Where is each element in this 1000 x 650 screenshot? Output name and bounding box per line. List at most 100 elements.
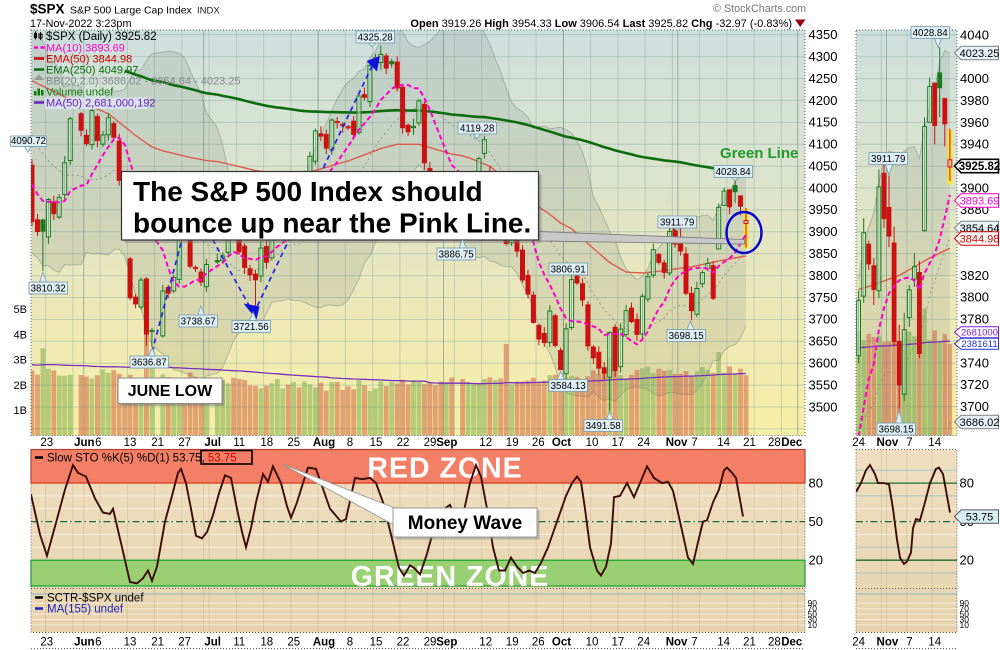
svg-text:EMA(250) 4049.97: EMA(250) 4049.97 <box>46 65 138 77</box>
svg-text:3960: 3960 <box>960 115 989 130</box>
svg-text:3740: 3740 <box>960 355 989 370</box>
svg-text:4100: 4100 <box>809 137 838 152</box>
svg-text:3750: 3750 <box>809 290 838 305</box>
svg-text:Aug: Aug <box>313 437 335 449</box>
svg-text:50: 50 <box>808 609 818 619</box>
svg-text:13: 13 <box>124 637 137 649</box>
svg-text:20: 20 <box>809 553 823 568</box>
svg-text:3721.56: 3721.56 <box>234 322 269 333</box>
svg-text:27: 27 <box>178 437 191 449</box>
svg-text:3600: 3600 <box>809 356 838 371</box>
svg-text:14: 14 <box>717 437 730 449</box>
svg-text:70: 70 <box>960 604 970 614</box>
svg-text:27: 27 <box>178 637 191 649</box>
svg-text:Dec: Dec <box>781 637 803 649</box>
svg-text:10: 10 <box>586 637 599 649</box>
svg-text:7: 7 <box>906 637 912 649</box>
svg-text:28: 28 <box>768 637 781 649</box>
svg-text:3980: 3980 <box>960 93 989 108</box>
svg-text:11: 11 <box>233 637 245 649</box>
svg-text:3925.82: 3925.82 <box>959 161 1000 173</box>
svg-text:4040: 4040 <box>960 27 989 42</box>
svg-text:Slow STO %K(5) %D(1) 53.75, 53: Slow STO %K(5) %D(1) 53.75, 53.75 <box>47 453 237 465</box>
svg-text:17-Nov-2022 3:23pm: 17-Nov-2022 3:23pm <box>30 18 131 30</box>
svg-text:RED ZONE: RED ZONE <box>367 453 522 485</box>
svg-text:15: 15 <box>370 437 383 449</box>
svg-text:12: 12 <box>479 437 492 449</box>
svg-text:14: 14 <box>928 637 941 649</box>
svg-text:4325.28: 4325.28 <box>358 32 393 43</box>
svg-text:Nov: Nov <box>666 637 688 649</box>
svg-text:2381611: 2381611 <box>961 339 997 350</box>
svg-text:24: 24 <box>852 437 865 449</box>
svg-text:7: 7 <box>906 437 912 449</box>
svg-text:BB(20,2.0) 3686.02 - 3854.64 -: BB(20,2.0) 3686.02 - 3854.64 - 4023.25 <box>46 76 240 88</box>
svg-text:20: 20 <box>960 553 974 568</box>
svg-text:Sep: Sep <box>436 437 457 449</box>
svg-text:8: 8 <box>347 437 353 449</box>
svg-text:Dec: Dec <box>781 437 803 449</box>
svg-text:80: 80 <box>960 475 974 490</box>
svg-text:30: 30 <box>808 615 818 625</box>
svg-text:SCTR-$SPX undef: SCTR-$SPX undef <box>47 593 144 605</box>
svg-text:3911.79: 3911.79 <box>660 217 694 228</box>
svg-text:3720: 3720 <box>960 377 989 392</box>
svg-text:3738.67: 3738.67 <box>181 316 216 327</box>
svg-text:3636.87: 3636.87 <box>132 357 167 368</box>
svg-text:3698.15: 3698.15 <box>669 331 704 342</box>
svg-text:Nov: Nov <box>877 637 899 649</box>
svg-text:21: 21 <box>151 637 164 649</box>
svg-text:29: 29 <box>424 437 437 449</box>
svg-text:3806.91: 3806.91 <box>551 264 586 275</box>
svg-text:Jul: Jul <box>204 437 221 449</box>
svg-text:2681000: 2681000 <box>961 328 998 339</box>
svg-text:21: 21 <box>743 637 756 649</box>
svg-text:Nov: Nov <box>666 437 688 449</box>
svg-text:4023.25: 4023.25 <box>960 48 1000 60</box>
svg-text:3886.75: 3886.75 <box>439 249 474 260</box>
svg-text:53.75: 53.75 <box>966 512 994 524</box>
svg-text:S&P 500 Large Cap Index: S&P 500 Large Cap Index <box>70 5 193 17</box>
svg-text:2B: 2B <box>14 380 27 392</box>
svg-text:17: 17 <box>612 637 625 649</box>
svg-text:22: 22 <box>397 437 410 449</box>
svg-text:4150: 4150 <box>809 115 838 130</box>
svg-text:50: 50 <box>960 609 970 619</box>
svg-text:Money Wave: Money Wave <box>408 513 522 534</box>
svg-text:5B: 5B <box>14 304 27 316</box>
svg-text:6: 6 <box>95 637 101 649</box>
svg-text:24: 24 <box>637 437 650 449</box>
svg-text:3B: 3B <box>14 355 27 367</box>
svg-text:12: 12 <box>479 637 492 649</box>
svg-text:3850: 3850 <box>809 246 838 261</box>
svg-text:7: 7 <box>691 437 697 449</box>
svg-text:4050: 4050 <box>809 159 838 174</box>
svg-text:Jun: Jun <box>74 637 94 649</box>
svg-text:29: 29 <box>424 637 437 649</box>
svg-text:10: 10 <box>808 620 818 630</box>
svg-text:26: 26 <box>532 437 545 449</box>
svg-text:3686.02: 3686.02 <box>960 417 1000 429</box>
svg-text:Green Line: Green Line <box>720 145 798 162</box>
svg-text:19: 19 <box>506 437 519 449</box>
svg-text:4200: 4200 <box>809 93 838 108</box>
svg-text:Oct: Oct <box>552 637 571 649</box>
svg-text:4090.72: 4090.72 <box>11 136 46 147</box>
svg-text:4000: 4000 <box>809 180 838 195</box>
svg-text:50: 50 <box>809 514 823 529</box>
svg-text:4119.28: 4119.28 <box>460 123 494 134</box>
svg-text:10: 10 <box>586 437 599 449</box>
svg-text:Nov: Nov <box>877 437 899 449</box>
svg-text:Jun: Jun <box>74 437 94 449</box>
svg-text:17: 17 <box>612 437 625 449</box>
svg-text:MA(155) undef: MA(155) undef <box>47 604 124 616</box>
svg-text:3940: 3940 <box>960 137 989 152</box>
svg-text:EMA(50) 3844.98: EMA(50) 3844.98 <box>46 54 132 66</box>
svg-text:4250: 4250 <box>809 71 838 86</box>
svg-text:6: 6 <box>95 437 101 449</box>
svg-text:80: 80 <box>809 475 823 490</box>
svg-text:4300: 4300 <box>809 49 838 64</box>
svg-text:22: 22 <box>397 637 410 649</box>
svg-text:4B: 4B <box>14 329 27 341</box>
svg-text:4000: 4000 <box>960 71 989 86</box>
